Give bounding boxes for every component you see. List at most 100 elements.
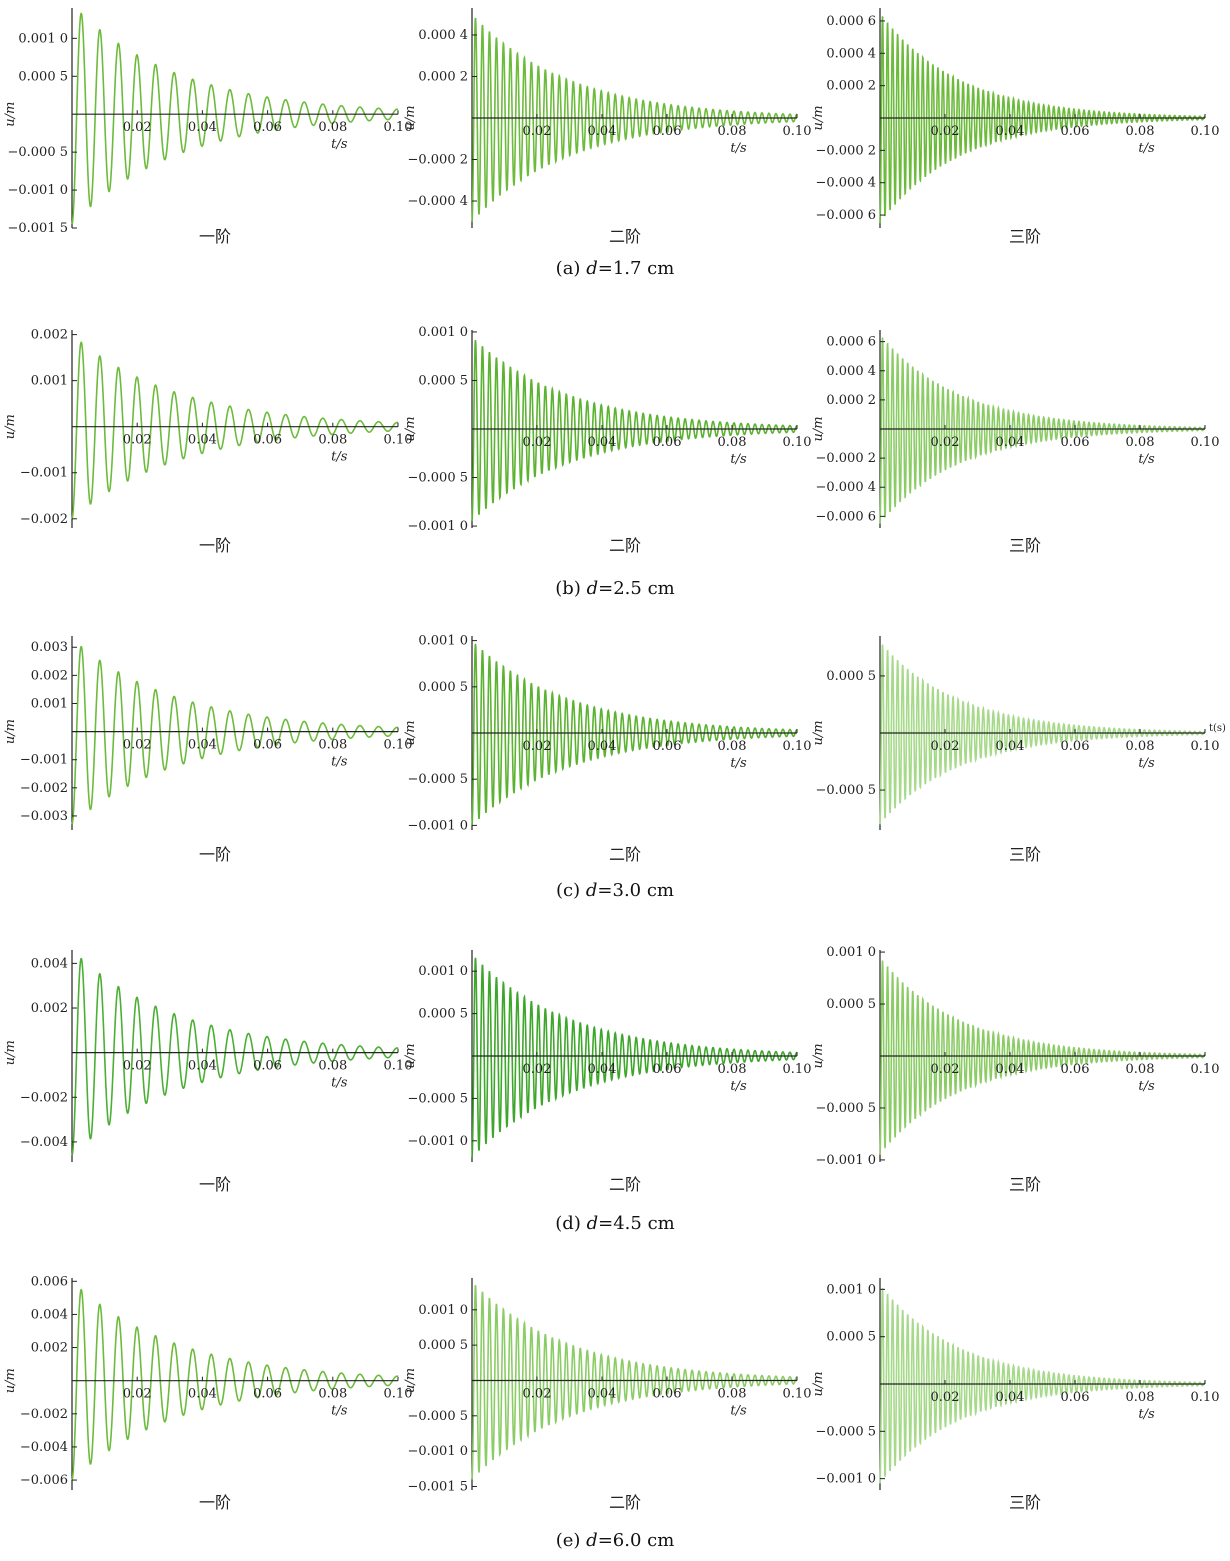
x-tick-label: 0.02 [523,1386,552,1401]
y-tick-label: 0.000 5 [418,1338,468,1353]
y-tick-label: −0.001 0 [407,818,468,833]
x-axis-label: t/s [331,450,348,465]
x-tick-label: 0.08 [718,124,747,139]
series-line [71,1288,399,1481]
x-tick-label: 0.02 [123,433,152,448]
x-tick-label: 0.02 [931,435,960,450]
y-tick-label: −0.000 4 [815,480,876,495]
caption-b: (b) d=2.5 cm [0,578,1230,599]
x-tick-label: 0.02 [931,1062,960,1077]
x-tick-label: 0.10 [1191,124,1220,139]
caption-var: d [585,880,598,901]
y-tick-label: −0.001 0 [815,1472,876,1487]
chart-panel: 0.02 0.04 0.06 0.08 0.10 0.002 0.001 −0.001 −0.0… [3,328,412,555]
y-tick-label: 0.001 0 [418,964,468,979]
x-tick-label: 0.06 [253,1059,282,1074]
chart-panel: 0.02 0.04 0.06 0.08 0.10 0.000 6 0.000 4 0.000 … [811,330,1219,555]
chart-panel: 0.02 0.04 0.06 0.08 0.10 0.004 0.002 −0.002 −0.0… [3,950,412,1194]
y-tick-label: −0.000 4 [407,194,468,209]
caption-var: d [586,1530,598,1551]
caption-eq: = [597,258,613,279]
y-tick-label: −0.006 [20,1473,68,1488]
subplot-title: 二阶 [609,1175,641,1194]
y-tick-label: 0.000 4 [826,364,876,379]
x-tick-label: 0.06 [1061,435,1090,450]
x-tick-label: 0.06 [653,1062,682,1077]
chart-panel: 0.02 0.04 0.06 0.08 0.10 0.000 4 0.000 2 −0.000… [403,8,811,246]
caption-eq: = [598,578,614,599]
x-tick-label: 0.04 [588,1062,617,1077]
subplot-title: 一阶 [199,1493,231,1512]
x-tick-label: 0.08 [318,120,347,135]
series-line [879,1287,1206,1484]
subplot-title: 二阶 [609,1493,641,1512]
y-tick-label: −0.001 5 [7,221,68,236]
y-tick-label: 0.001 [31,696,68,711]
chart-panel: 0.02 0.04 0.06 0.08 0.10 0.003 0.002 0.001 −0.00… [3,636,412,864]
y-axis-label: u/m [811,416,826,441]
x-tick-label: 0.08 [718,1386,747,1401]
x-tick-label: 0.04 [188,433,217,448]
y-tick-label: −0.000 4 [815,176,876,191]
series-line [879,337,1206,524]
caption-label: (e) [555,1530,581,1551]
subplot-title: 三阶 [1009,1175,1041,1194]
x-tick-label: 0.10 [783,1062,812,1077]
x-tick-label: 0.04 [188,1387,217,1402]
series-line [471,339,798,522]
series-line [71,645,399,825]
y-tick-label: −0.000 5 [7,145,68,160]
series-line [879,644,1206,825]
x-tick-label: 0.06 [653,1386,682,1401]
x-tick-label: 0.08 [318,1059,347,1074]
x-tick-label: 0.08 [1126,1390,1155,1405]
y-axis-label: u/m [3,414,18,439]
x-tick-label: 0.10 [783,435,812,450]
y-axis-label: u/m [3,102,18,127]
caption-e: (e) d=6.0 cm [0,1530,1230,1551]
subplot-title: 一阶 [199,536,231,555]
y-tick-label: 0.001 [31,374,68,389]
y-tick-label: 0.000 2 [418,69,468,84]
y-tick-label: −0.000 6 [815,509,876,524]
y-tick-label: 0.000 2 [826,79,876,94]
x-tick-label: 0.08 [718,435,747,450]
y-tick-label: 0.000 5 [418,1007,468,1022]
series-line [71,957,399,1156]
caption-var: d [586,578,599,599]
subplot-title: 一阶 [199,845,231,864]
y-tick-label: −0.000 2 [815,451,876,466]
x-axis-label: t/s [331,1076,348,1091]
x-tick-label: 0.02 [523,1062,552,1077]
caption-label: (d) [555,1213,581,1234]
y-tick-label: 0.001 0 [418,325,468,340]
y-axis-label: u/m [811,1371,826,1396]
x-axis-label: t/s [730,756,747,771]
x-tick-label: 0.10 [783,124,812,139]
y-tick-label: 0.004 [31,956,68,971]
y-axis-label: u/m [811,720,826,745]
x-tick-label: 0.04 [996,1062,1025,1077]
series-line [471,17,798,222]
caption-eq: = [598,1213,614,1234]
series-line [471,957,798,1158]
y-tick-label: 0.001 0 [826,1282,876,1297]
y-tick-label: 0.006 [31,1274,68,1289]
series-line [879,16,1206,224]
y-tick-label: 0.000 4 [418,28,468,43]
y-tick-label: 0.000 6 [826,335,876,350]
x-tick-label: 0.02 [931,124,960,139]
y-tick-label: −0.001 0 [407,519,468,534]
x-axis-label: t/s [331,137,348,152]
x-tick-label: 0.10 [384,738,413,753]
x-tick-label: 0.04 [188,738,217,753]
x-tick-label: 0.08 [1126,124,1155,139]
y-tick-label: 0.002 [31,1001,68,1016]
x-tick-label: 0.06 [253,1387,282,1402]
y-tick-label: 0.000 5 [826,669,876,684]
chart-panel: 0.02 0.04 0.06 0.08 0.10 0.000 6 0.000 4 0.000 … [811,8,1219,246]
x-tick-label: 0.04 [996,739,1025,754]
y-tick-label: 0.000 2 [826,393,876,408]
y-tick-label: −0.001 0 [815,1153,876,1168]
series-line [879,960,1206,1155]
